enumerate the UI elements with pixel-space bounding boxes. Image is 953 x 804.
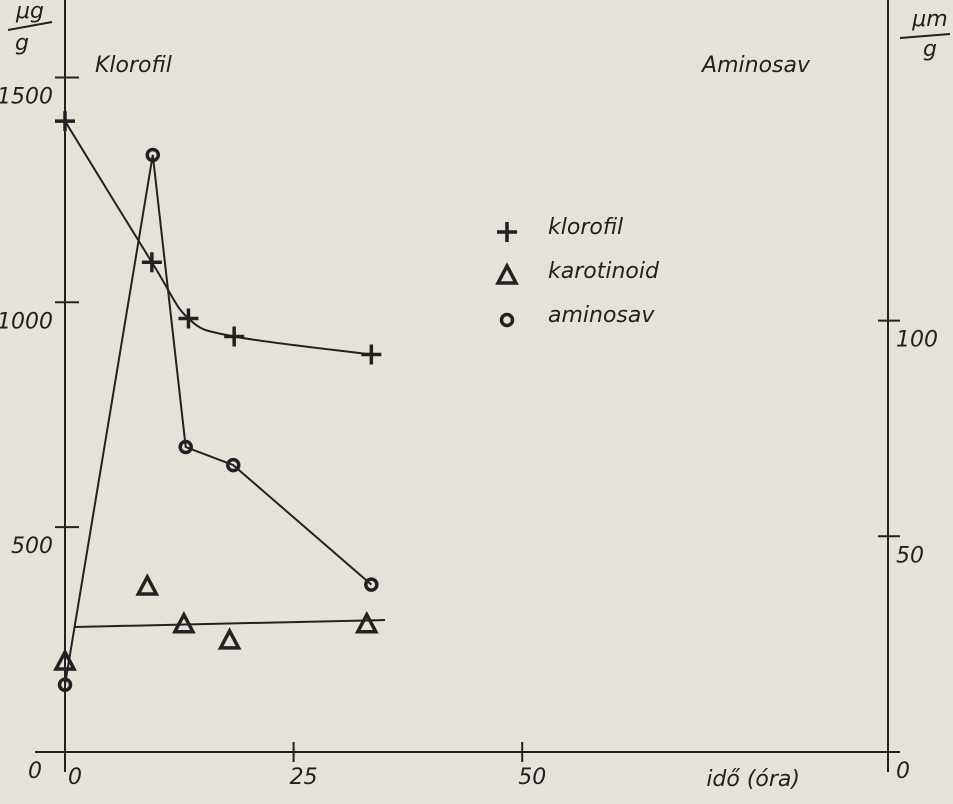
x-tick-label: 0 [68, 765, 82, 790]
point [135, 573, 160, 596]
right-title: Aminosav [700, 53, 811, 78]
point [141, 252, 162, 273]
legend-label: karotinoid [548, 259, 660, 284]
left-title: Klorofil [95, 53, 172, 78]
point [178, 439, 193, 455]
y2-label-top: μm [911, 7, 947, 32]
fraction-bar [7, 21, 53, 31]
x-tick-label: 25 [290, 765, 318, 790]
y-tick-label: 1500 [0, 84, 53, 109]
legend-label: aminosav [548, 303, 655, 328]
y-tick-label: 1000 [0, 309, 53, 334]
point [354, 610, 379, 634]
point [55, 111, 75, 132]
fraction-bar [899, 33, 951, 39]
point [226, 457, 241, 473]
y2-tick-label: 50 [896, 543, 924, 568]
y-label-top: μg [15, 0, 44, 24]
legend-marker [495, 262, 519, 285]
legend-marker [499, 312, 515, 328]
y-tick-label: 0 [28, 759, 42, 784]
legend-label: klorofil [548, 215, 623, 240]
point [171, 610, 196, 634]
point [57, 677, 73, 692]
y2-label-bottom: g [923, 37, 937, 62]
y2-tick-label: 0 [896, 759, 910, 784]
point [224, 326, 245, 347]
karotinoid-trend [74, 619, 386, 628]
point [178, 308, 199, 329]
point [145, 147, 161, 163]
y-tick-label: 500 [11, 534, 53, 559]
x-axis-label: idő (óra) [706, 767, 800, 792]
series-line [64, 154, 372, 685]
y-label-bottom: g [15, 31, 29, 56]
y2-tick-label: 100 [896, 328, 938, 353]
x-tick-label: 50 [518, 765, 546, 790]
point [361, 344, 382, 365]
series-line [64, 120, 372, 356]
point [217, 627, 242, 650]
point [364, 577, 379, 592]
legend-marker [497, 222, 517, 242]
